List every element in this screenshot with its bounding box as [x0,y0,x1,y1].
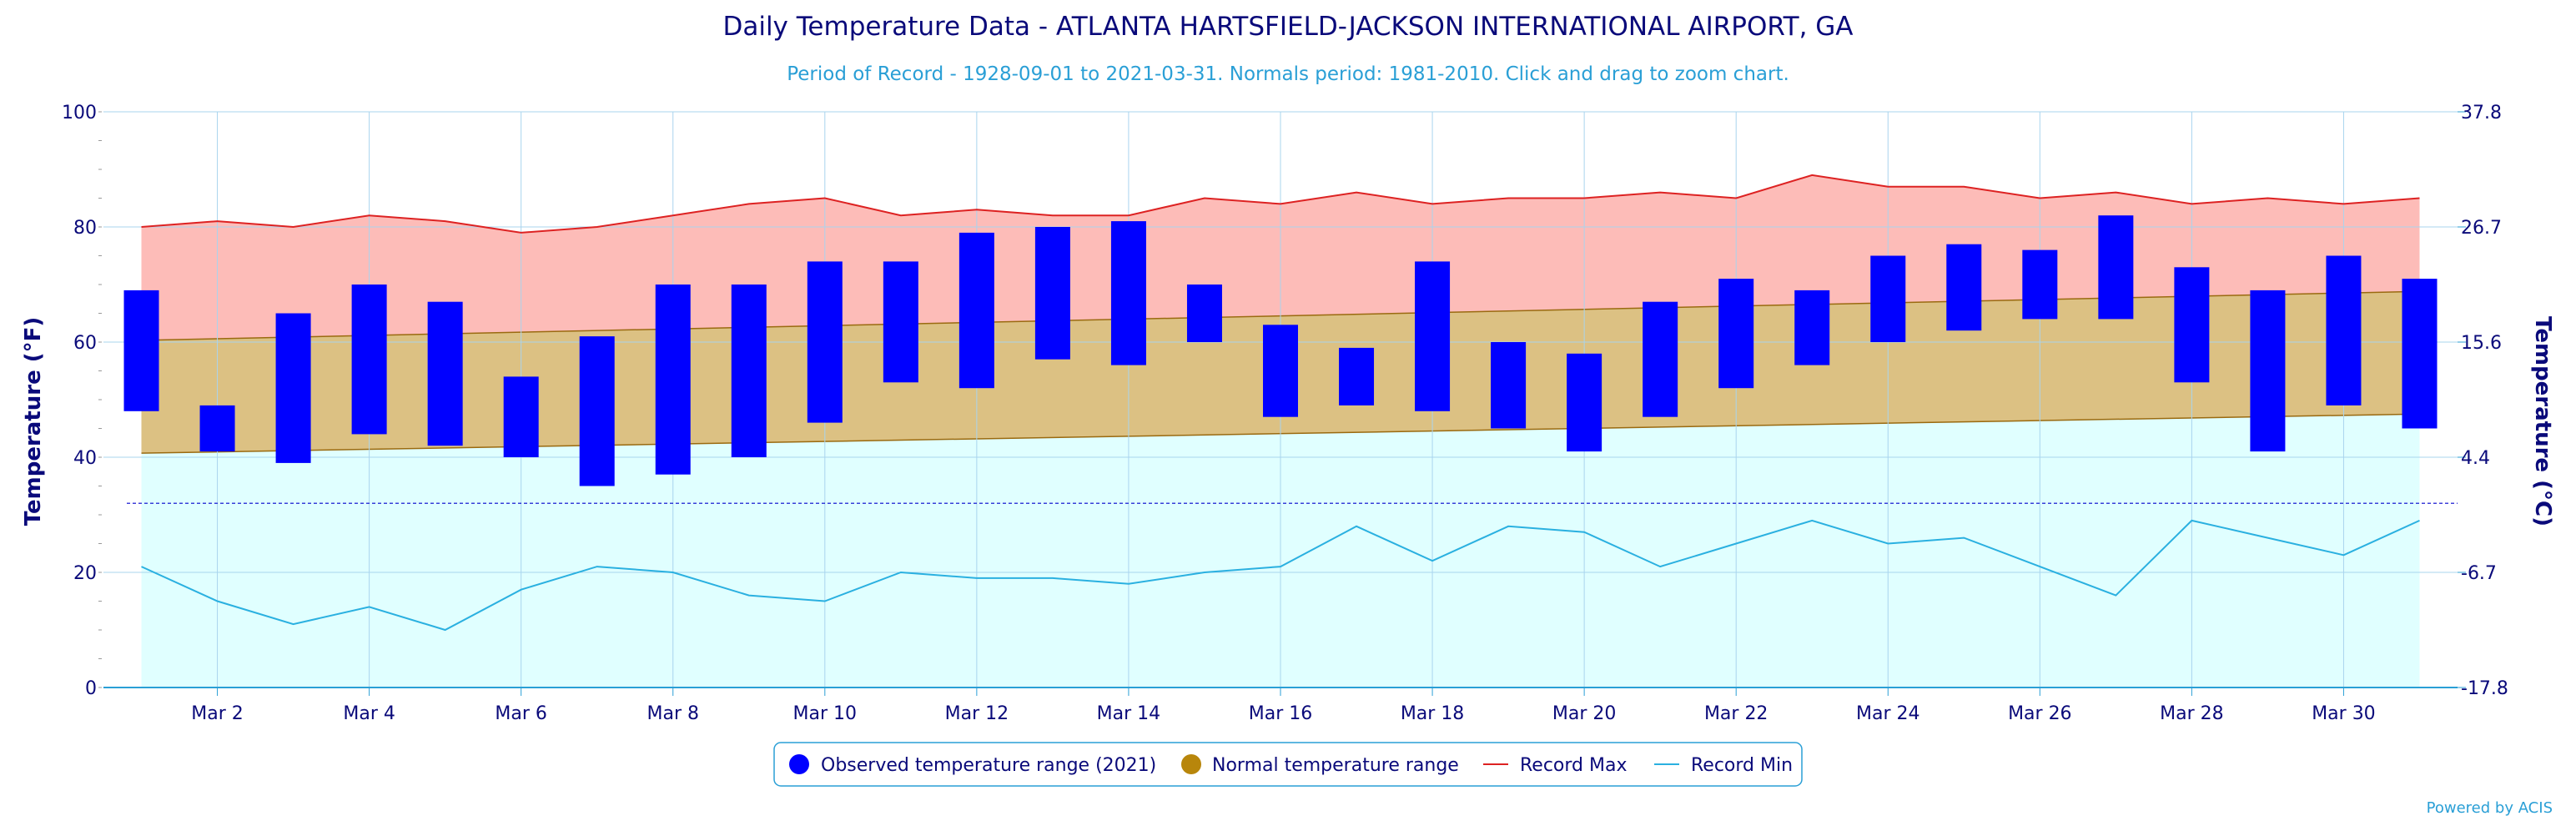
observed-range-bar[interactable] [2250,290,2286,452]
y-tick-label-left: 0 [85,678,97,699]
x-tick-label: Mar 10 [793,703,858,724]
observed-range-bar[interactable] [1263,325,1298,417]
y-tick-label-right: -17.8 [2461,678,2508,699]
observed-range-bar[interactable] [351,285,387,435]
y-tick-label-right: -6.7 [2461,563,2497,584]
y-tick-label-left: 60 [73,333,97,354]
observed-range-bar[interactable] [123,290,159,411]
observed-range-bar[interactable] [1034,227,1070,360]
legend-normal-label: Normal temperature range [1212,755,1459,776]
observed-range-bar[interactable] [883,261,918,383]
observed-range-bar[interactable] [579,336,615,486]
y-tick-label-right: 4.4 [2461,448,2490,469]
observed-range-bar[interactable] [731,285,767,457]
observed-range-bar[interactable] [958,232,994,389]
observed-range-bar[interactable] [1870,255,1906,343]
observed-range-bar[interactable] [1794,290,1830,365]
legend-record-min-label: Record Min [1691,755,1793,776]
record-max-line [141,174,2420,234]
observed-range-bar[interactable] [807,261,843,423]
observed-range-bar[interactable] [503,376,539,457]
observed-range-bar[interactable] [1491,342,1527,429]
plot-area[interactable]: Mar 2 Mar 4 Mar 6 Mar 8 Mar 10 Mar 12 Mar 14 Ma… [62,103,2508,724]
x-tick-label: Mar 30 [2312,703,2376,724]
y-tick-label-left: 100 [62,103,97,123]
y-tick-label-left: 20 [73,563,97,584]
legend-item-observed[interactable]: Observed temperature range (2021) [789,754,1156,776]
legend-observed-marker [789,754,809,774]
x-tick-label: Mar 26 [2008,703,2072,724]
x-tick-label: Mar 16 [1249,703,1313,724]
record-min-line [141,519,2420,632]
observed-range-bar[interactable] [2098,215,2134,320]
legend-item-record-min[interactable]: Record Min [1654,755,1793,776]
chart-title: Daily Temperature Data - ATLANTA HARTSFI… [722,12,1853,42]
observed-range-bar[interactable] [199,405,235,452]
observed-range-bar[interactable] [427,301,463,446]
observed-range-bar[interactable] [1339,347,1375,405]
x-tick-label: Mar 2 [191,703,244,724]
y-tick-label-right: 26.7 [2461,218,2502,239]
chart-subtitle: Period of Record - 1928-09-01 to 2021-03… [787,63,1789,85]
credits-link[interactable]: Powered by ACIS [2427,799,2553,817]
legend-normal-marker [1181,754,1201,774]
observed-range-bar[interactable] [2326,255,2362,405]
observed-range-bar[interactable] [655,285,691,475]
observed-range-bar[interactable] [2022,249,2058,320]
legend-record-max-label: Record Max [1520,755,1628,776]
y-axis-title-right: Temperature (°C) [2530,316,2555,526]
observed-range-bar[interactable] [1110,221,1146,365]
y-tick-label-left: 80 [73,218,97,239]
x-tick-label: Mar 12 [945,703,1009,724]
legend-box [773,742,1803,787]
x-tick-label: Mar 6 [495,703,547,724]
legend: Observed temperature range (2021) Normal… [773,742,1803,787]
x-tick-label: Mar 28 [2160,703,2224,724]
x-tick-label: Mar 8 [647,703,699,724]
x-tick-label: Mar 24 [1856,703,1920,724]
observed-range-bar[interactable] [1946,244,1982,331]
observed-range-bar[interactable] [275,313,311,463]
observed-range-bar[interactable] [1415,261,1451,411]
legend-item-normal[interactable]: Normal temperature range [1181,754,1459,776]
observed-range-bar[interactable] [1567,353,1602,452]
x-tick-label: Mar 18 [1401,703,1465,724]
x-tick-label: Mar 20 [1552,703,1617,724]
y-tick-label-right: 37.8 [2461,103,2502,123]
observed-range-bar[interactable] [2174,267,2210,383]
x-tick-label: Mar 14 [1097,703,1161,724]
y-axis-title-left: Temperature (°F) [21,317,46,526]
legend-item-record-max[interactable]: Record Max [1483,755,1628,776]
observed-range-bar[interactable] [1718,279,1754,389]
observed-range-bar[interactable] [1643,301,1678,417]
y-tick-label-right: 15.6 [2461,333,2502,354]
x-tick-label: Mar 4 [343,703,395,724]
observed-range-bar[interactable] [1186,285,1222,342]
observed-range-bar[interactable] [2402,279,2438,429]
x-tick-label: Mar 22 [1704,703,1768,724]
y-tick-label-left: 40 [73,448,97,469]
legend-observed-label: Observed temperature range (2021) [821,755,1156,776]
